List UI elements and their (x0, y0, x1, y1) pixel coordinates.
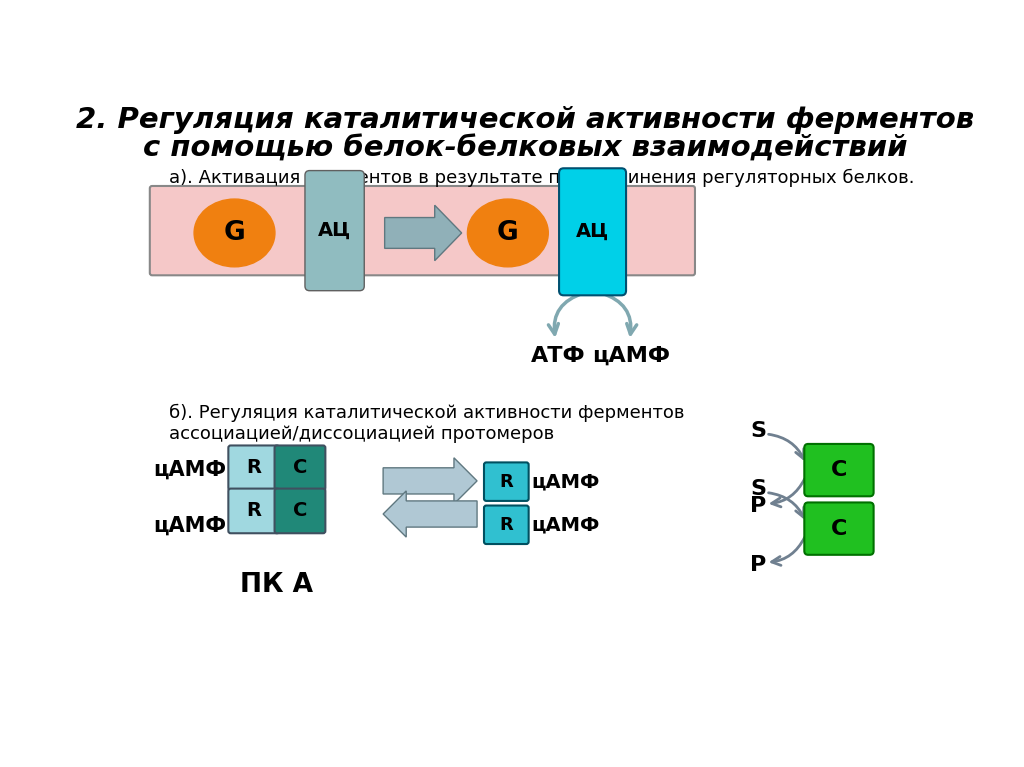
FancyBboxPatch shape (804, 502, 873, 555)
Text: АЦ: АЦ (318, 221, 351, 240)
Polygon shape (383, 491, 477, 537)
FancyBboxPatch shape (305, 170, 365, 291)
Text: АЦ: АЦ (575, 222, 609, 242)
FancyBboxPatch shape (228, 489, 280, 533)
FancyBboxPatch shape (559, 168, 626, 295)
FancyBboxPatch shape (484, 505, 528, 544)
FancyBboxPatch shape (274, 489, 326, 533)
Text: C: C (830, 518, 847, 538)
Text: R: R (500, 515, 513, 534)
Text: цАМФ: цАМФ (154, 459, 226, 479)
Text: P: P (750, 496, 766, 516)
Text: R: R (246, 459, 261, 477)
Text: S: S (751, 421, 766, 441)
FancyBboxPatch shape (274, 446, 326, 490)
Text: R: R (500, 472, 513, 491)
Polygon shape (385, 206, 462, 261)
Text: цАМФ: цАМФ (592, 346, 670, 366)
Text: G: G (223, 220, 246, 246)
Text: цАМФ: цАМФ (531, 515, 599, 535)
FancyBboxPatch shape (150, 186, 695, 275)
Text: АТФ: АТФ (530, 346, 586, 366)
Text: P: P (750, 555, 766, 574)
Text: цАМФ: цАМФ (531, 472, 599, 491)
FancyBboxPatch shape (484, 463, 528, 501)
Text: C: C (293, 459, 307, 477)
Text: S: S (751, 479, 766, 499)
Text: R: R (246, 502, 261, 521)
Text: 2. Регуляция каталитической активности ферментов: 2. Регуляция каталитической активности ф… (76, 106, 974, 134)
Text: с помощью белок-белковых взаимодействий: с помощью белок-белковых взаимодействий (142, 134, 907, 163)
Polygon shape (383, 458, 477, 504)
Text: C: C (293, 502, 307, 521)
Text: ПК А: ПК А (241, 572, 313, 597)
Text: б). Регуляция каталитической активности ферментов
ассоциацией/диссоциацией прото: б). Регуляция каталитической активности … (169, 404, 685, 443)
Text: G: G (497, 220, 519, 246)
Ellipse shape (195, 199, 274, 267)
Ellipse shape (467, 199, 548, 267)
FancyBboxPatch shape (804, 444, 873, 496)
Text: цАМФ: цАМФ (154, 515, 226, 535)
Text: C: C (830, 460, 847, 480)
FancyBboxPatch shape (228, 446, 280, 490)
Text: а). Активация ферментов в результате присоединения регуляторных белков.: а). Активация ферментов в результате при… (169, 169, 914, 187)
